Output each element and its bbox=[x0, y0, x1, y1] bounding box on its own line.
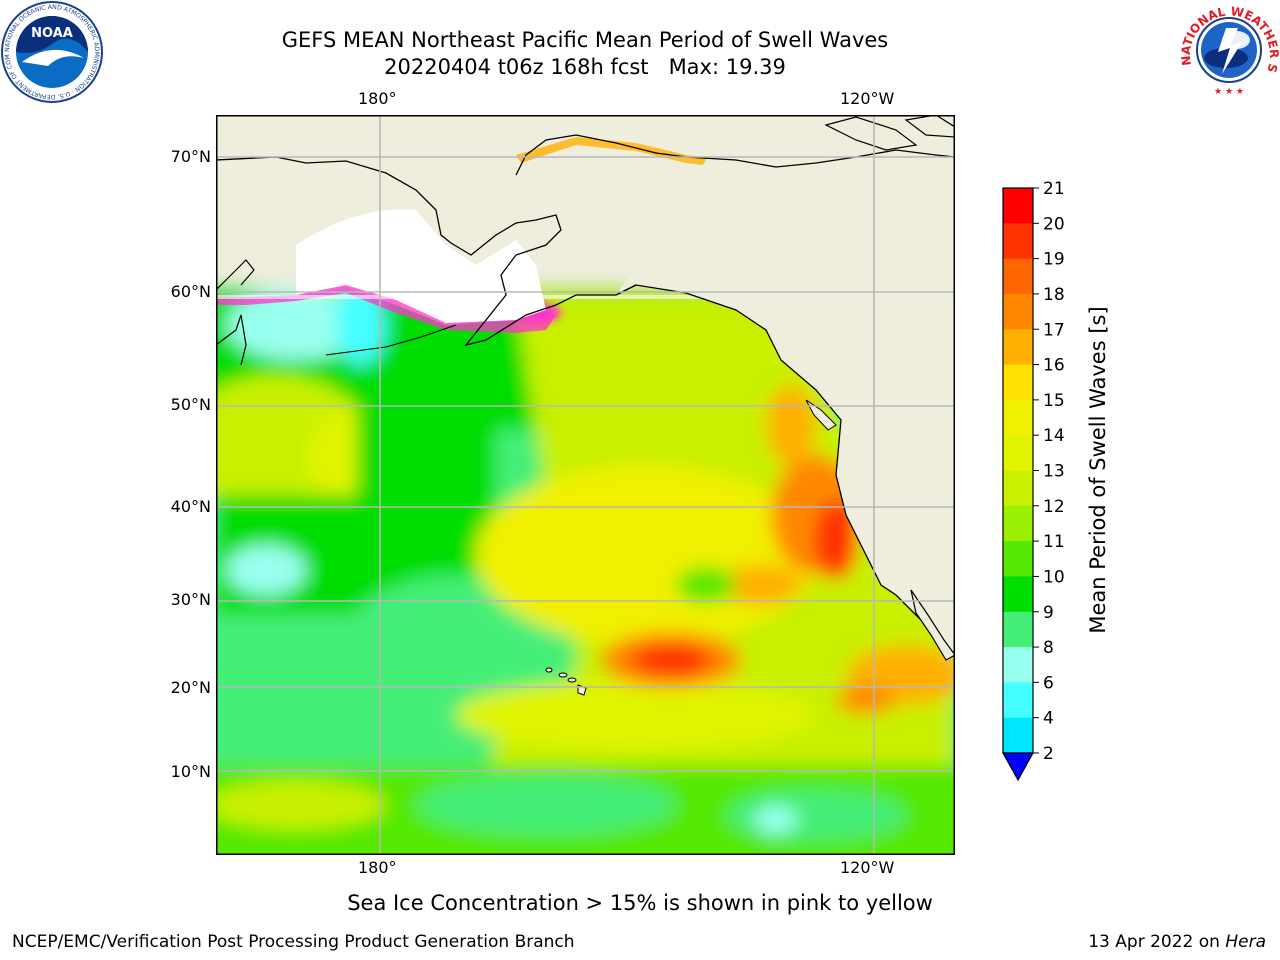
colorbar-swatch bbox=[1003, 682, 1033, 719]
lat-tick-50n: 50°N bbox=[170, 395, 211, 414]
colorbar-tick-label: 11 bbox=[1043, 532, 1065, 552]
colorbar-swatch bbox=[1003, 188, 1033, 224]
alaska-coastline bbox=[217, 134, 954, 347]
colorbar-tick-label: 14 bbox=[1043, 426, 1065, 446]
colorbar-swatch bbox=[1003, 435, 1033, 471]
colorbar-label: Mean Period of Swell Waves [s] bbox=[1086, 306, 1110, 633]
run-date-text: 13 Apr 2022 on bbox=[1088, 932, 1220, 952]
colorbar-tick-label: 20 bbox=[1043, 214, 1065, 234]
colorbar-tick-label: 21 bbox=[1043, 179, 1065, 199]
machine-name: Hera bbox=[1225, 932, 1266, 952]
lon-tick-top-120w: 120°W bbox=[840, 89, 895, 108]
colorbar: 21 20 19 18 17 16 15 14 13 12 11 10 9 8 6 4 2 Mean Perio… bbox=[960, 170, 1120, 794]
colorbar-swatch bbox=[1003, 470, 1033, 507]
colorbar-swatch bbox=[1003, 399, 1033, 436]
colorbar-tick-label: 10 bbox=[1043, 567, 1065, 587]
colorbar-swatch bbox=[1003, 647, 1033, 683]
colorbar-tick-label: 6 bbox=[1043, 673, 1054, 693]
colorbar-tick-label: 17 bbox=[1043, 320, 1065, 340]
colorbar-ticks: 21 20 19 18 17 16 15 14 13 12 11 10 9 8 6 4 2 bbox=[1033, 179, 1065, 764]
north-america-land bbox=[616, 116, 954, 654]
lat-tick-60n: 60°N bbox=[170, 282, 211, 301]
lat-tick-10n: 10°N bbox=[170, 762, 211, 781]
colorbar-tick-label: 9 bbox=[1043, 603, 1054, 623]
sea-ice-note: Sea Ice Concentration > 15% is shown in … bbox=[347, 891, 933, 915]
producer-credit: NCEP/EMC/Verification Post Processing Pr… bbox=[12, 932, 575, 952]
swell-period-map bbox=[216, 115, 955, 859]
colorbar-tick-label: 12 bbox=[1043, 497, 1065, 517]
colorbar-swatch bbox=[1003, 293, 1033, 330]
colorbar-tick-label: 2 bbox=[1043, 744, 1054, 764]
lat-tick-20n: 20°N bbox=[170, 678, 211, 697]
colorbar-swatch bbox=[1003, 717, 1033, 754]
colorbar-tick-label: 4 bbox=[1043, 709, 1054, 729]
colorbar-swatch bbox=[1003, 223, 1033, 260]
svg-text:★ ★ ★: ★ ★ ★ bbox=[1214, 87, 1244, 97]
chart-subtitle: 20220404 t06z 168h fcst Max: 19.39 bbox=[384, 55, 786, 79]
colorbar-swatch bbox=[1003, 329, 1033, 366]
noaa-logo: NATIONAL OCEANIC AND ATMOSPHERIC ADMINIS… bbox=[0, 0, 104, 108]
graticule bbox=[216, 115, 955, 855]
colorbar-tick-label: 8 bbox=[1043, 638, 1054, 658]
colorbar-swatches bbox=[1003, 188, 1033, 754]
colorbar-tick-label: 15 bbox=[1043, 391, 1065, 411]
colorbar-tick-label: 13 bbox=[1043, 462, 1065, 482]
colorbar-tick-label: 19 bbox=[1043, 250, 1065, 270]
colorbar-swatch bbox=[1003, 505, 1033, 542]
colorbar-swatch bbox=[1003, 576, 1033, 613]
lat-tick-40n: 40°N bbox=[170, 497, 211, 516]
colorbar-swatch bbox=[1003, 541, 1033, 577]
lon-tick-bottom-180: 180° bbox=[358, 858, 397, 877]
colorbar-swatch bbox=[1003, 364, 1033, 401]
svg-text:NOAA: NOAA bbox=[31, 26, 73, 41]
colorbar-tick-label: 18 bbox=[1043, 285, 1065, 305]
lat-tick-30n: 30°N bbox=[170, 590, 211, 609]
colorbar-swatch bbox=[1003, 611, 1033, 648]
colorbar-tick-label: 16 bbox=[1043, 356, 1065, 376]
lon-tick-top-180: 180° bbox=[358, 89, 397, 108]
chart-title: GEFS MEAN Northeast Pacific Mean Period … bbox=[281, 28, 889, 52]
colorbar-extend-arrow bbox=[1001, 752, 1035, 782]
lat-tick-70n: 70°N bbox=[170, 147, 211, 166]
colorbar-swatch bbox=[1003, 258, 1033, 295]
lon-tick-bottom-120w: 120°W bbox=[840, 858, 895, 877]
nws-logo: NATIONAL WEATHER SERVICE ★ ★ ★ bbox=[1173, 0, 1280, 104]
run-date: 13 Apr 2022 on Hera bbox=[1088, 932, 1266, 952]
